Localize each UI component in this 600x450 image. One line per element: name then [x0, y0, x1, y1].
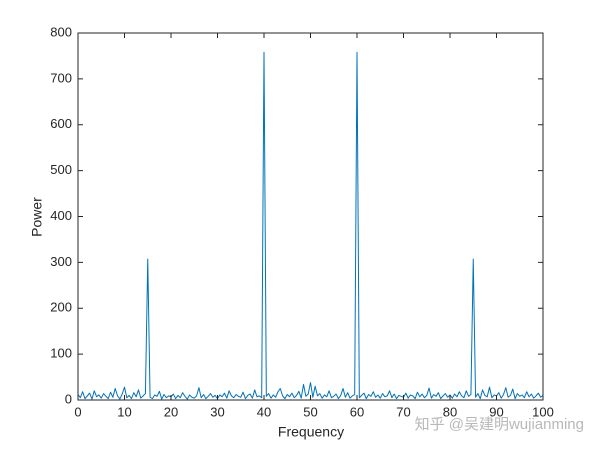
x-tick-label: 0 — [74, 404, 81, 419]
x-tick-label: 70 — [396, 404, 410, 419]
x-tick-label: 60 — [350, 404, 364, 419]
x-tick-label: 50 — [303, 404, 317, 419]
y-tick-label: 500 — [50, 162, 72, 177]
y-tick-label: 400 — [50, 208, 72, 223]
y-tick-label: 200 — [50, 300, 72, 315]
y-tick-label: 700 — [50, 70, 72, 85]
watermark: 知乎 @吴建明wujianming — [415, 416, 584, 433]
x-tick-label: 80 — [443, 404, 457, 419]
y-tick-label: 600 — [50, 116, 72, 131]
x-tick-label: 40 — [257, 404, 271, 419]
y-tick-label: 100 — [50, 346, 72, 361]
y-tick-label: 800 — [50, 24, 72, 39]
data-line — [77, 51, 544, 400]
x-tick-label: 100 — [532, 404, 554, 419]
x-tick-label: 30 — [210, 404, 224, 419]
y-tick-label: 300 — [50, 254, 72, 269]
x-tick-label: 20 — [164, 404, 178, 419]
x-tick-label: 10 — [117, 404, 131, 419]
x-tick-label: 90 — [489, 404, 503, 419]
x-axis-label: Frequency — [278, 424, 344, 440]
y-tick-label: 0 — [65, 391, 72, 406]
y-axis-label: Power — [29, 197, 45, 237]
